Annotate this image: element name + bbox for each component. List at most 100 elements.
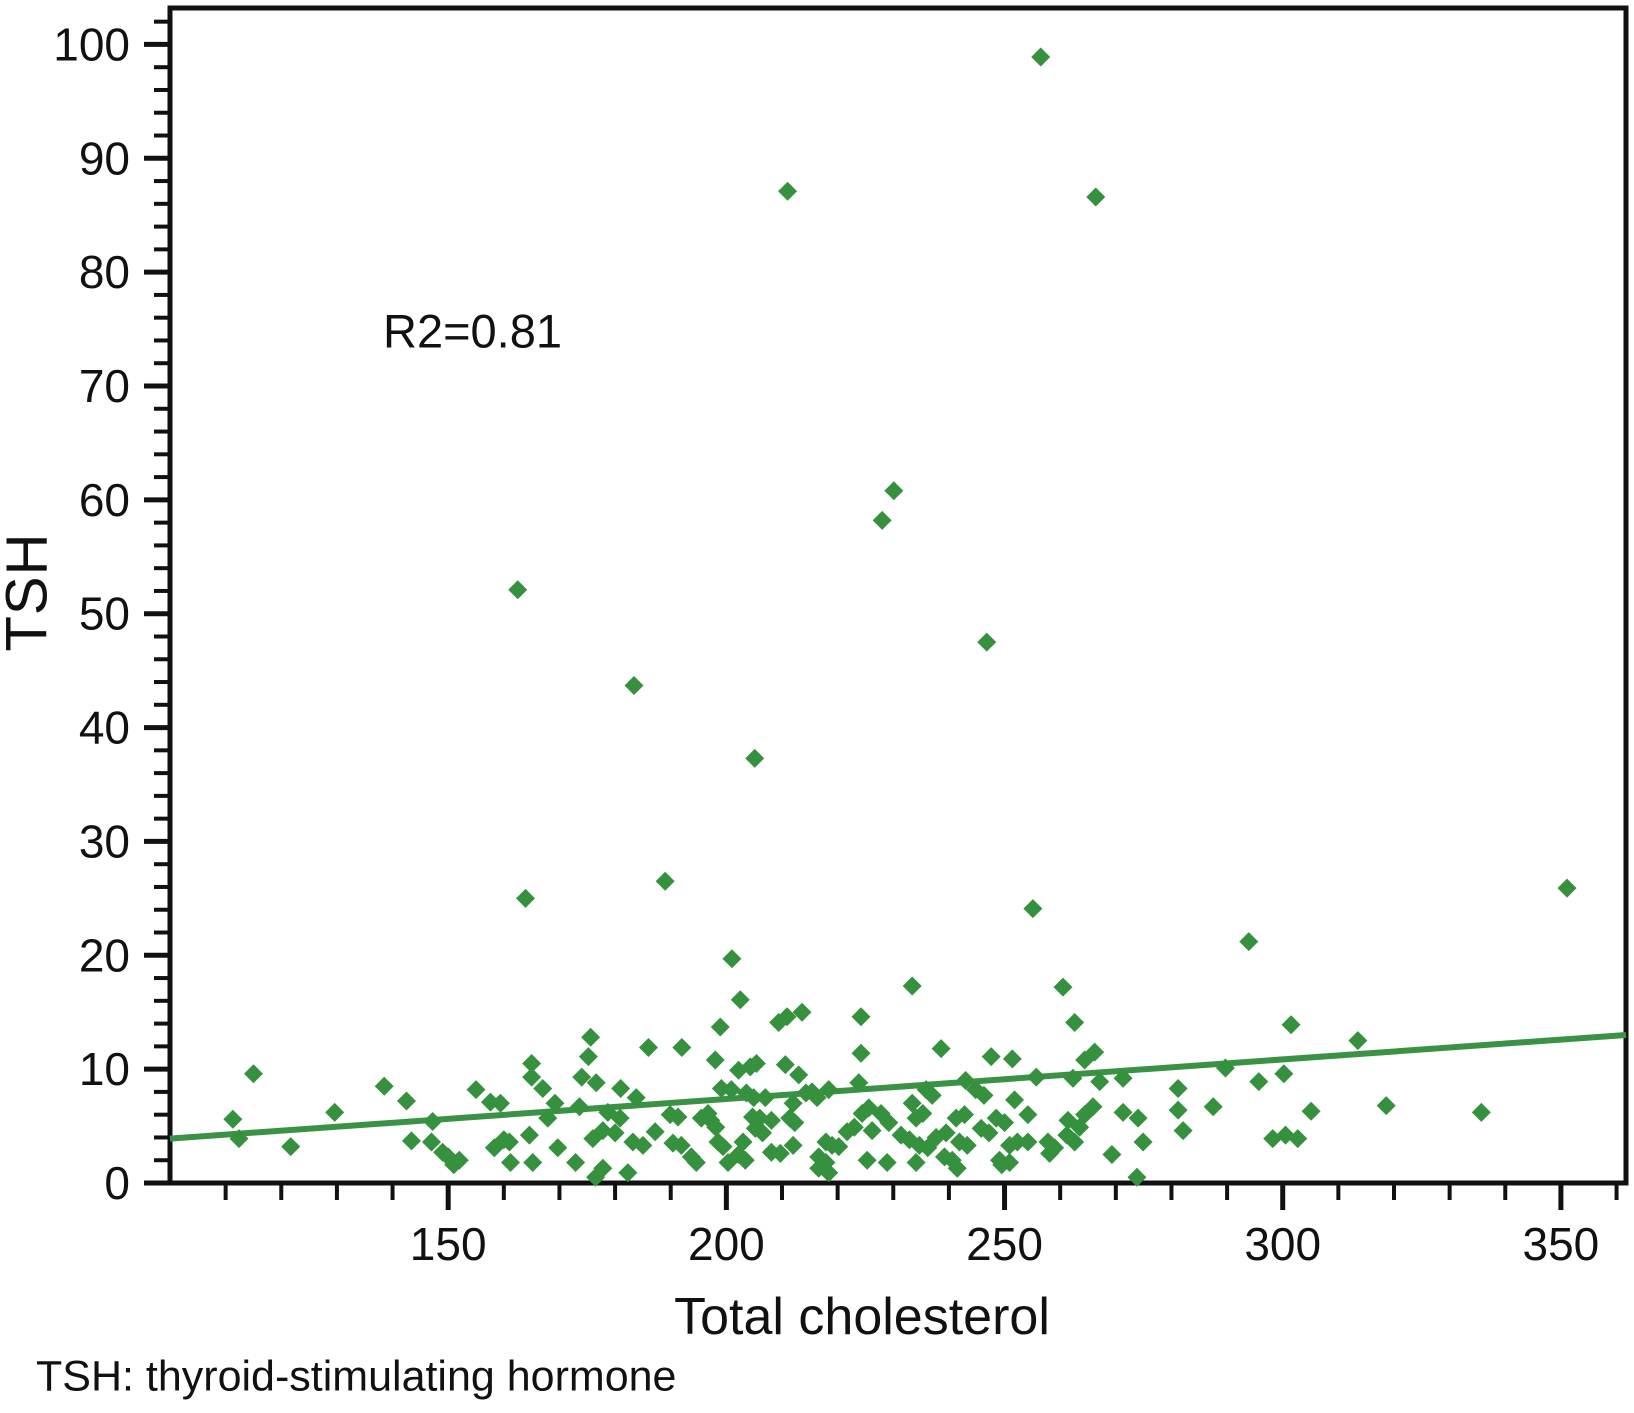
data-point: [243, 1064, 263, 1084]
data-point: [761, 1110, 781, 1130]
data-point: [956, 1071, 976, 1091]
data-point: [281, 1137, 301, 1157]
y-tick-label: 30: [79, 815, 130, 867]
data-point: [611, 1078, 631, 1098]
data-point: [730, 990, 750, 1010]
data-point: [1023, 899, 1043, 919]
data-point: [671, 1135, 691, 1155]
data-point: [1557, 878, 1577, 898]
data-point: [819, 1163, 839, 1183]
data-point: [1173, 1121, 1193, 1141]
data-point: [1070, 1117, 1090, 1137]
data-point: [490, 1093, 510, 1113]
y-tick-label: 100: [53, 18, 130, 70]
data-point: [922, 1085, 942, 1105]
data-point: [605, 1123, 625, 1143]
y-tick-label: 20: [79, 929, 130, 981]
data-point: [849, 1073, 869, 1093]
data-point: [857, 1150, 877, 1170]
data-point: [672, 1038, 692, 1058]
data-point: [792, 1002, 812, 1022]
data-point: [618, 1163, 638, 1183]
data-point: [508, 580, 528, 600]
data-point: [578, 1047, 598, 1067]
data-point: [610, 1108, 630, 1128]
y-tick-label: 0: [104, 1157, 130, 1209]
data-point: [466, 1080, 486, 1100]
data-point: [655, 871, 675, 891]
x-tick-label: 250: [966, 1218, 1043, 1270]
data-point: [979, 1123, 999, 1143]
data-point: [1065, 1132, 1085, 1152]
data-point: [1113, 1068, 1133, 1088]
data-point: [1471, 1102, 1491, 1122]
scatter-points: [223, 47, 1577, 1187]
plot-frame: [167, 5, 1629, 1186]
data-point: [1168, 1100, 1188, 1120]
data-point: [721, 1080, 741, 1100]
data-point: [593, 1121, 613, 1141]
data-point: [722, 949, 742, 969]
data-point: [1348, 1031, 1368, 1051]
data-point: [713, 1137, 733, 1157]
data-point: [1018, 1132, 1038, 1152]
data-point: [1239, 932, 1259, 952]
data-point: [624, 675, 644, 695]
data-point: [1128, 1108, 1148, 1128]
x-axis-ticks: 150 200 250 300 350: [223, 1183, 1619, 1270]
data-point: [449, 1150, 469, 1170]
data-point: [1007, 1132, 1027, 1152]
data-point: [974, 1085, 994, 1105]
data-point: [783, 1093, 803, 1113]
data-point: [1085, 1042, 1105, 1062]
data-point: [686, 1153, 706, 1173]
data-point: [499, 1132, 519, 1152]
data-point: [1090, 1072, 1110, 1092]
data-point: [902, 976, 922, 996]
data-point: [957, 1135, 977, 1155]
y-axis-title: TSH: [0, 532, 60, 652]
data-point: [735, 1150, 755, 1170]
data-point: [581, 1027, 601, 1047]
data-point: [744, 1088, 764, 1108]
data-point: [586, 1073, 606, 1093]
data-point: [569, 1097, 589, 1117]
data-point: [519, 1125, 539, 1145]
data-point: [500, 1153, 520, 1173]
data-point: [783, 1135, 803, 1155]
y-tick-label: 70: [79, 360, 130, 412]
x-tick-label: 350: [1523, 1218, 1600, 1270]
trend-line: [169, 1031, 1627, 1142]
data-point: [1102, 1145, 1122, 1165]
data-point: [1026, 1067, 1046, 1087]
data-point: [1249, 1072, 1269, 1092]
x-tick-label: 300: [1244, 1218, 1321, 1270]
data-point: [423, 1112, 443, 1132]
data-point: [401, 1131, 421, 1151]
data-point: [778, 181, 798, 201]
y-axis-ticks: 0 10 20 30 40 50 60 70 80 90 100: [53, 18, 170, 1209]
r-squared-annotation: R2=0.81: [383, 304, 563, 358]
data-point: [954, 1105, 974, 1125]
data-point: [936, 1123, 956, 1143]
data-point: [770, 1143, 790, 1163]
y-tick-label: 10: [79, 1043, 130, 1095]
data-point: [566, 1153, 586, 1173]
data-point: [638, 1038, 658, 1058]
data-point: [851, 1007, 871, 1027]
data-point: [913, 1104, 933, 1124]
y-tick-label: 60: [79, 474, 130, 526]
data-point: [884, 481, 904, 501]
data-point: [1168, 1078, 1188, 1098]
data-point: [995, 1113, 1015, 1133]
data-point: [1376, 1096, 1396, 1116]
data-point: [545, 1093, 565, 1113]
data-point: [325, 1102, 345, 1122]
data-point: [1005, 1090, 1025, 1110]
data-point: [777, 1007, 797, 1027]
data-point: [733, 1132, 753, 1152]
data-point: [862, 1121, 882, 1141]
data-point: [755, 1088, 775, 1108]
data-point: [1053, 977, 1073, 997]
